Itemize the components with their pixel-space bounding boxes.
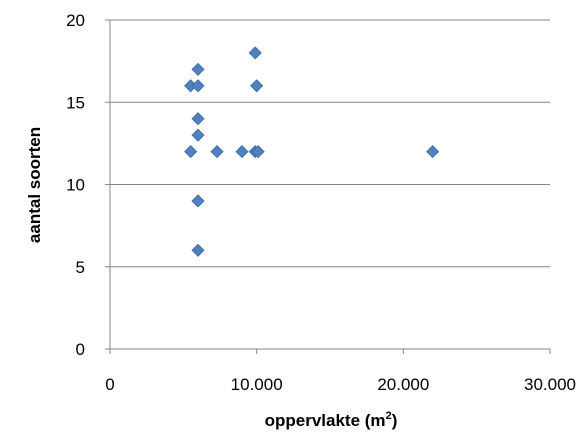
y-tick-label-5: 5: [76, 258, 85, 277]
x-tick-label-0: 0: [105, 375, 114, 394]
data-point-11: [248, 46, 262, 60]
y-tick-label-20: 20: [66, 11, 85, 30]
y-tick-labels: 0 5 10 15 20: [66, 11, 85, 359]
x-tick-label-10000: 10.000: [231, 375, 283, 394]
x-axis-title-superscript: 2: [386, 410, 392, 422]
data-point-4: [191, 112, 205, 126]
x-axis-title: oppervlakte (m2): [265, 410, 398, 430]
x-tick-label-30000: 30.000: [524, 375, 576, 394]
y-tick-label-15: 15: [66, 93, 85, 112]
x-axis-title-main: oppervlakte (m: [265, 411, 386, 430]
x-axis-title-end: ): [392, 411, 398, 430]
y-tick-label-0: 0: [76, 340, 85, 359]
data-point-8: [191, 243, 205, 257]
data-points: [184, 46, 440, 257]
data-point-7: [191, 194, 205, 208]
x-tick-label-20000: 20.000: [377, 375, 429, 394]
x-tick-labels: 0 10.000 20.000 30.000: [105, 375, 576, 394]
data-point-14: [251, 145, 265, 159]
data-point-15: [426, 145, 440, 159]
data-point-3: [191, 62, 205, 76]
data-point-5: [191, 128, 205, 142]
data-point-6: [184, 145, 198, 159]
gridlines: [110, 19, 550, 268]
data-point-12: [250, 79, 264, 93]
data-point-9: [210, 145, 224, 159]
axes: [105, 19, 551, 354]
data-point-10: [235, 145, 249, 159]
y-tick-label-10: 10: [66, 176, 85, 195]
y-axis-title: aantal soorten: [25, 127, 44, 243]
data-point-2: [191, 79, 205, 93]
